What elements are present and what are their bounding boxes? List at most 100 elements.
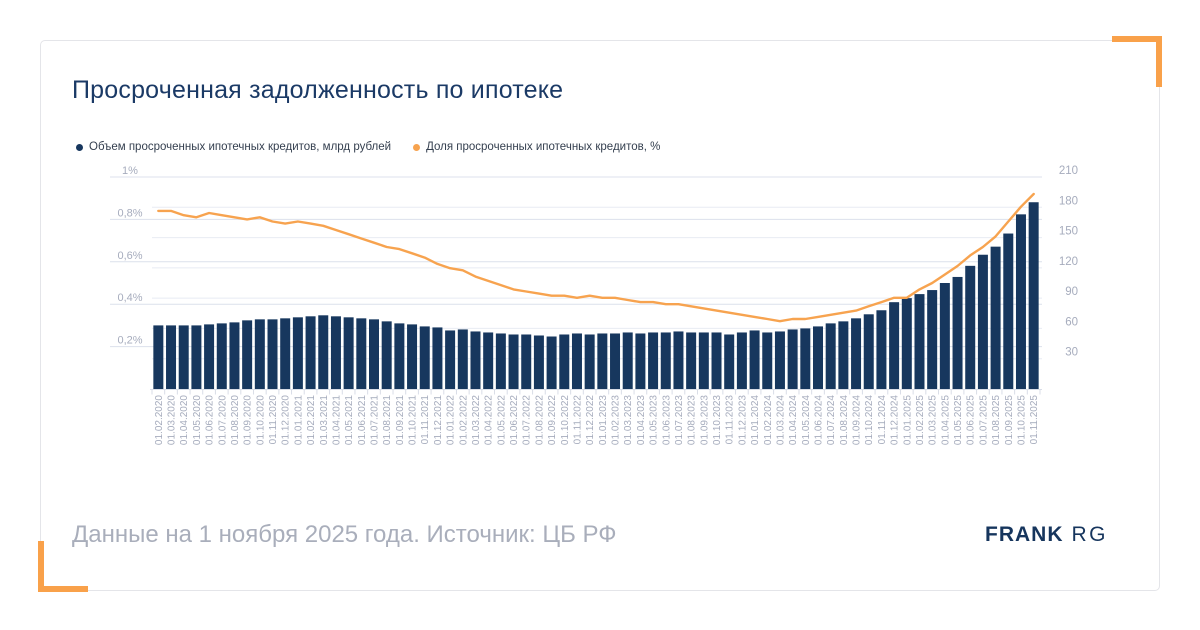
bar-volume bbox=[610, 333, 621, 389]
x-axis-label: 01.07.2020 bbox=[217, 395, 228, 445]
legend-item-volume: Объем просроченных ипотечных кредитов, м… bbox=[76, 141, 391, 153]
x-axis-label: 01.03.2022 bbox=[471, 395, 482, 445]
bar-volume bbox=[445, 330, 456, 389]
x-axis-label: 01.10.2022 bbox=[560, 395, 571, 445]
bar-volume bbox=[483, 332, 494, 389]
legend-item-share: Доля просроченных ипотечных кредитов, % bbox=[413, 141, 660, 153]
y-axis-label-right: 150 bbox=[1059, 226, 1078, 238]
x-axis-label: 01.10.2023 bbox=[712, 395, 723, 445]
legend: Объем просроченных ипотечных кредитов, м… bbox=[76, 141, 660, 153]
x-axis-label: 01.11.2021 bbox=[420, 395, 431, 445]
x-axis-label: 01.04.2020 bbox=[179, 395, 190, 445]
bar-volume bbox=[495, 333, 506, 389]
x-axis-label: 01.08.2021 bbox=[382, 395, 393, 445]
bar-volume bbox=[889, 302, 900, 389]
x-axis-label: 01.11.2024 bbox=[877, 395, 888, 445]
bar-volume bbox=[204, 324, 215, 389]
x-axis-label: 01.05.2020 bbox=[192, 395, 203, 445]
legend-label-share: Доля просроченных ипотечных кредитов, % bbox=[426, 141, 661, 153]
x-axis-label: 01.07.2025 bbox=[978, 395, 989, 445]
y-axis-label-right: 120 bbox=[1059, 256, 1078, 268]
y-axis-label-right: 180 bbox=[1059, 195, 1078, 207]
x-axis-label: 01.06.2024 bbox=[814, 395, 825, 445]
bar-volume bbox=[825, 323, 836, 389]
x-axis-label: 01.12.2022 bbox=[585, 395, 596, 445]
legend-marker-share-icon bbox=[413, 143, 421, 151]
bar-volume bbox=[990, 246, 1001, 389]
bar-volume bbox=[394, 323, 405, 389]
x-axis-label: 01.04.2024 bbox=[788, 395, 799, 445]
bar-volume bbox=[711, 332, 722, 389]
frank-rg-logo: FRANK RG bbox=[985, 523, 1108, 547]
x-axis-label: 01.09.2021 bbox=[395, 395, 406, 445]
x-axis-label: 01.09.2025 bbox=[1004, 395, 1015, 445]
x-axis-label: 01.05.2024 bbox=[801, 395, 812, 445]
bar-volume bbox=[242, 320, 253, 389]
bar-volume bbox=[343, 317, 354, 389]
x-axis-label: 01.09.2024 bbox=[852, 395, 863, 445]
bar-volume bbox=[571, 333, 582, 389]
x-axis-label: 01.02.2023 bbox=[611, 395, 622, 445]
corner-accent-top-right-icon bbox=[1112, 36, 1162, 87]
x-axis-label: 01.08.2025 bbox=[991, 395, 1002, 445]
y-axis-label-left: 0,8% bbox=[117, 207, 142, 219]
x-axis-label: 01.11.2023 bbox=[725, 395, 736, 445]
bar-volume bbox=[330, 316, 341, 389]
bar-volume bbox=[584, 334, 595, 389]
x-axis-label: 01.08.2024 bbox=[839, 395, 850, 445]
y-axis-label-left: 0,2% bbox=[117, 335, 142, 347]
bar-volume bbox=[153, 325, 164, 389]
x-axis-label: 01.04.2023 bbox=[636, 395, 647, 445]
bar-volume bbox=[432, 327, 443, 389]
bar-volume bbox=[381, 321, 392, 389]
bar-volume bbox=[597, 333, 608, 389]
x-axis-label: 01.01.2024 bbox=[750, 395, 761, 445]
bar-volume bbox=[660, 332, 671, 389]
x-axis-label: 01.08.2020 bbox=[230, 395, 241, 445]
bar-volume bbox=[318, 315, 329, 389]
x-axis-label: 01.03.2023 bbox=[623, 395, 634, 445]
footnote: Данные на 1 ноября 2025 года. Источник: … bbox=[72, 521, 617, 548]
x-axis-label: 01.12.2021 bbox=[433, 395, 444, 445]
bar-volume bbox=[229, 322, 240, 389]
y-axis-label-left: 0,6% bbox=[117, 250, 142, 262]
page-title: Просроченная задолженность по ипотеке bbox=[72, 76, 564, 104]
x-axis-label: 01.09.2022 bbox=[547, 395, 558, 445]
x-axis-label: 01.01.2023 bbox=[598, 395, 609, 445]
x-axis-label: 01.04.2021 bbox=[331, 395, 342, 445]
footer: Данные на 1 ноября 2025 года. Источник: … bbox=[72, 521, 1108, 549]
x-axis-label: 01.11.2025 bbox=[1029, 395, 1040, 445]
bar-volume bbox=[1003, 233, 1014, 389]
bar-volume bbox=[521, 334, 532, 389]
bar-volume bbox=[901, 298, 912, 389]
x-axis-label: 01.04.2025 bbox=[940, 395, 951, 445]
x-axis-label: 01.02.2024 bbox=[763, 395, 774, 445]
bar-volume bbox=[698, 332, 709, 389]
x-axis-label: 01.08.2022 bbox=[534, 395, 545, 445]
bar-volume bbox=[762, 332, 773, 389]
x-axis-label: 01.02.2025 bbox=[915, 395, 926, 445]
bar-volume bbox=[927, 290, 938, 389]
bar-volume bbox=[813, 326, 823, 389]
x-axis-label: 01.02.2021 bbox=[306, 395, 317, 445]
bar-volume bbox=[356, 318, 367, 389]
bar-volume bbox=[280, 318, 291, 389]
x-axis-label: 01.12.2024 bbox=[890, 395, 901, 445]
bar-volume bbox=[470, 331, 481, 389]
x-axis-label: 01.06.2020 bbox=[205, 395, 216, 445]
line-share bbox=[157, 192, 1035, 323]
x-axis-label: 01.03.2021 bbox=[319, 395, 330, 445]
bar-volume bbox=[267, 319, 278, 389]
bar-volume bbox=[787, 329, 798, 389]
bar-volume bbox=[736, 332, 747, 389]
bar-volume bbox=[457, 329, 468, 389]
bar-volume bbox=[292, 317, 303, 389]
x-axis-label: 01.02.2020 bbox=[154, 395, 165, 445]
x-axis-label: 01.04.2022 bbox=[484, 395, 495, 445]
x-axis-label: 01.05.2021 bbox=[344, 395, 355, 445]
x-axis-label: 01.05.2023 bbox=[649, 395, 660, 445]
x-axis-label: 01.05.2025 bbox=[953, 395, 964, 445]
bar-volume bbox=[533, 335, 544, 389]
bar-volume bbox=[952, 276, 963, 389]
x-axis-label: 01.06.2023 bbox=[661, 395, 672, 445]
